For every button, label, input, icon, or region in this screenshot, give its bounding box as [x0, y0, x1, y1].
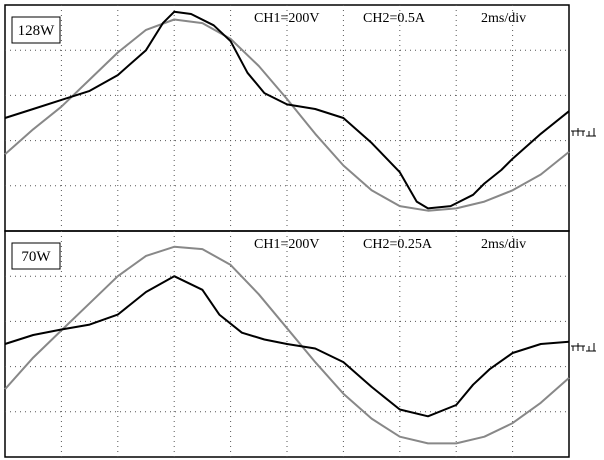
ground-marker-icon: [571, 343, 596, 352]
panel-128w: 128W CH1=200V CH2=0.5A 2ms/div: [4, 4, 596, 232]
power-label-box: [11, 242, 61, 270]
series-group: [4, 245, 570, 445]
series-group: [4, 10, 570, 212]
ch1-scale-label: CH1=200V: [254, 237, 319, 252]
timebase-label: 2ms/div: [481, 237, 526, 252]
panel-70w: 70W CH1=200V CH2=0.25A 2ms/div: [4, 230, 596, 458]
grid-lines: [5, 5, 569, 231]
grid-lines: [5, 231, 569, 457]
timebase-label: 2ms/div: [481, 11, 526, 26]
current-trace: [4, 275, 570, 418]
power-label: 70W: [21, 249, 51, 265]
power-label-box: [11, 16, 61, 44]
ch2-scale-label: CH2=0.25A: [363, 237, 433, 252]
power-label: 128W: [18, 23, 56, 39]
current-trace: [4, 10, 570, 210]
voltage-trace: [4, 18, 570, 212]
ch2-scale-label: CH2=0.5A: [363, 11, 426, 26]
voltage-trace: [4, 245, 570, 445]
ground-marker-icon: [571, 128, 596, 137]
ch1-scale-label: CH1=200V: [254, 11, 319, 26]
